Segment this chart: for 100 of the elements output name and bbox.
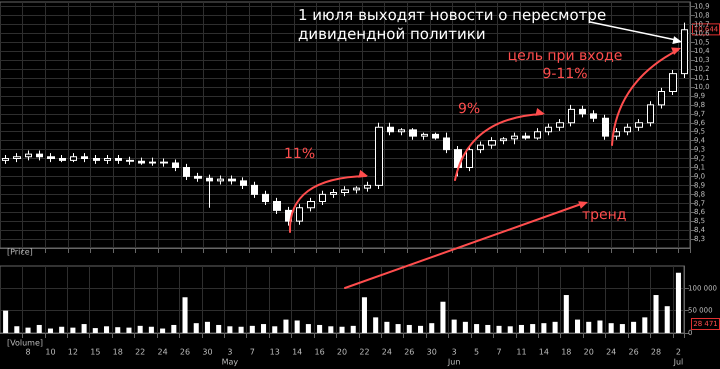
bar: [429, 323, 434, 333]
bar: [148, 326, 154, 333]
bar: [552, 322, 558, 333]
text: [Volume]: [7, 338, 43, 348]
x-tick-label: 5: [474, 348, 480, 356]
bar: [294, 320, 300, 333]
bar: [620, 324, 625, 333]
candlestick: [262, 190, 269, 206]
candlestick: [206, 174, 213, 208]
candlestick: [387, 122, 394, 136]
candlestick: [296, 204, 303, 226]
bar: [36, 324, 42, 333]
bar: [306, 324, 311, 333]
candlestick: [36, 150, 43, 161]
x-tick-label: 24: [382, 348, 392, 356]
bar: [92, 328, 98, 333]
candlestick: [364, 181, 371, 192]
bar: [418, 326, 424, 333]
annotation: тренд: [582, 207, 628, 224]
bar: [664, 306, 670, 333]
bar: [238, 326, 244, 333]
candlestick: [375, 122, 383, 190]
x-tick-label: 26: [404, 348, 414, 356]
x-tick-label: 14: [292, 348, 302, 356]
x-tick-label: 15: [90, 348, 100, 356]
bar: [126, 328, 132, 333]
candlestick: [624, 123, 631, 136]
candlestick: [409, 128, 417, 140]
bar: [272, 326, 278, 333]
x-tick-label: 26: [628, 348, 639, 356]
candlestick: [2, 154, 9, 164]
bar: [440, 302, 446, 333]
bar: [160, 328, 166, 333]
text: [Price]: [7, 248, 33, 256]
candlestick: [330, 188, 337, 198]
x-tick-label: 12: [68, 348, 78, 356]
candlestick: [25, 150, 32, 161]
bar: [384, 322, 390, 333]
bar: [3, 310, 8, 333]
x-tick-label: 7: [250, 348, 255, 356]
x-tick-label: 18: [112, 348, 123, 356]
candlestick: [556, 118, 564, 132]
bar: [194, 323, 199, 333]
candlestick: [466, 146, 473, 172]
candlestick: [669, 69, 677, 96]
bar: [48, 328, 53, 333]
candlestick: [602, 114, 609, 140]
candlestick: [47, 152, 55, 163]
candlestick: [217, 175, 224, 185]
bar: [642, 317, 648, 333]
candlestick: [104, 154, 111, 164]
annotation: 9%: [458, 101, 482, 118]
annotation: цель при входе 9-11%: [506, 48, 624, 83]
candlestick: [59, 154, 66, 163]
x-tick-label: 24: [158, 348, 168, 356]
candlestick: [635, 118, 643, 132]
bar: [653, 295, 659, 333]
candlestick: [126, 156, 134, 166]
candlestick: [681, 22, 688, 79]
candlestick: [138, 157, 145, 166]
x-tick-label: 3 May: [222, 348, 238, 366]
x-tick-label: 18: [561, 348, 572, 356]
candlestick: [590, 110, 597, 122]
bar: [115, 327, 120, 333]
bar: [508, 326, 513, 333]
candlestick: [13, 152, 21, 163]
bar: [518, 324, 524, 333]
bar: [564, 295, 569, 333]
candlestick: [341, 186, 349, 197]
candlestick: [443, 132, 450, 154]
x-tick-label: 11: [516, 348, 527, 356]
x-tick-label: 20: [584, 348, 594, 356]
candlestick: [500, 136, 507, 145]
bar: [373, 317, 378, 333]
candlestick: [251, 181, 258, 198]
x-tick-label: 7: [496, 348, 502, 356]
x-tick-label: 30: [426, 348, 437, 356]
candlestick: [421, 132, 428, 140]
candlestick: [511, 132, 518, 145]
candlestick: [81, 152, 88, 163]
candlestick: [534, 128, 541, 140]
candlestick: [398, 128, 405, 136]
bar: [14, 326, 20, 333]
candlestick: [658, 87, 665, 109]
bar: [631, 322, 636, 333]
candlestick: [172, 158, 179, 172]
bar: [350, 326, 356, 333]
bar: [574, 320, 580, 333]
bar: [70, 328, 76, 333]
bar: [597, 320, 602, 333]
x-tick-label: 13: [270, 348, 280, 356]
candlestick: [70, 152, 77, 163]
bar: [104, 326, 110, 333]
x-tick-label: 28: [650, 348, 662, 356]
bar: [541, 323, 546, 333]
bar: [317, 324, 322, 333]
candlestick: [115, 154, 122, 164]
candlestick: [307, 197, 315, 212]
bar: [608, 323, 614, 333]
bar: [530, 324, 536, 333]
